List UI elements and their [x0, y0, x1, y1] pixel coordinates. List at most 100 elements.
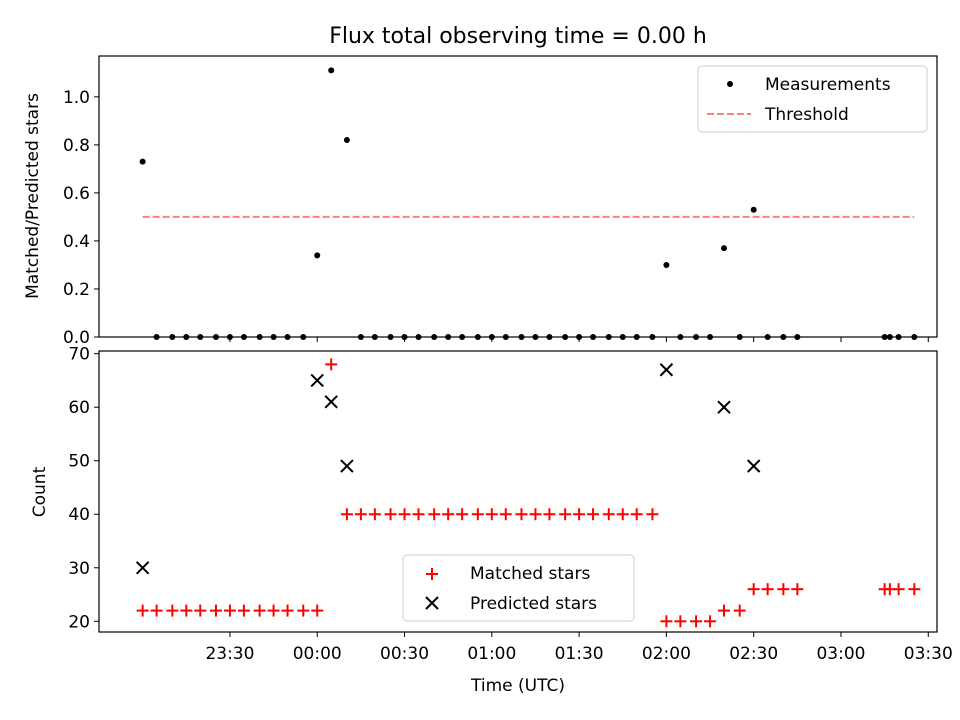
- measurement-point: [750, 206, 757, 213]
- bottom-legend: Matched stars Predicted stars: [402, 554, 635, 622]
- bottom-y-tick-label: 50: [68, 452, 90, 472]
- bottom-x-tick-label: 01:00: [467, 644, 516, 664]
- matched-star-point: [428, 508, 441, 521]
- bottom-x-tick-label: 03:00: [816, 644, 865, 664]
- matched-star-point: [384, 508, 397, 521]
- bottom-x-tick-label: 01:30: [555, 644, 604, 664]
- measurement-point: [663, 261, 670, 268]
- measurement-point: [314, 252, 321, 259]
- matched-star-point: [311, 604, 324, 617]
- bottom-x-tick-label: 00:00: [293, 644, 342, 664]
- bottom-plot-area: 20 30 40 50 60 70 23:30 00:00 00:30 01:00 01:30 02:…: [68, 345, 952, 664]
- matched-star-point: [180, 604, 193, 617]
- matched-star-point: [456, 508, 469, 521]
- matched-star-point: [529, 508, 542, 521]
- matched-star-point: [150, 604, 163, 617]
- matched-star-point: [515, 508, 528, 521]
- top-y-tick-label: 0.2: [63, 280, 90, 300]
- bottom-x-tick-label: 02:00: [642, 644, 691, 664]
- matched-star-point: [690, 615, 703, 628]
- matched-star-point: [325, 358, 338, 371]
- bottom-y-tick-label: 60: [68, 398, 90, 418]
- predicted-star-point: [310, 373, 324, 388]
- matched-star-point: [237, 604, 250, 617]
- legend-threshold-label: Threshold: [764, 105, 849, 125]
- matched-star-point: [573, 508, 586, 521]
- matched-star-point: [368, 508, 381, 521]
- matched-star-point: [136, 604, 149, 617]
- matched-star-point: [908, 583, 921, 596]
- matched-star-point: [761, 583, 774, 596]
- bottom-y-tick-label: 40: [68, 505, 90, 525]
- predicted-star-point: [340, 459, 354, 473]
- bottom-x-tick-label: 03:30: [904, 644, 953, 664]
- bottom-x-tick-label: 02:30: [729, 644, 778, 664]
- matched-star-point: [777, 583, 790, 596]
- matched-star-point: [223, 604, 236, 617]
- bottom-x-tick-label: 23:30: [205, 644, 254, 664]
- matched-star-point: [733, 604, 746, 617]
- matched-star-point: [485, 508, 498, 521]
- legend-measurements-marker: [727, 81, 733, 87]
- matched-star-point: [209, 604, 222, 617]
- matched-star-point: [674, 615, 687, 628]
- matched-star-point: [398, 508, 411, 521]
- matched-star-point: [587, 508, 600, 521]
- matched-star-point: [660, 615, 673, 628]
- legend-matched-label: Matched stars: [470, 564, 590, 584]
- bottom-y-axis-label: Count: [30, 466, 50, 517]
- bottom-y-tick-label: 30: [68, 559, 90, 579]
- matched-star-point: [646, 508, 659, 521]
- matched-star-point: [297, 604, 310, 617]
- measurement-point: [139, 158, 146, 165]
- matched-star-point: [747, 583, 760, 596]
- bottom-panel: Count Time (UTC) 20 30 40 50 60 70 23:30 00:00 0…: [30, 345, 953, 696]
- measurement-point: [721, 245, 728, 252]
- bottom-y-tick-label: 20: [68, 612, 90, 632]
- bottom-legend-box: [402, 554, 635, 622]
- measurement-point: [328, 67, 335, 74]
- bottom-plot-frame: [98, 350, 938, 633]
- legend-measurements-label: Measurements: [765, 75, 891, 95]
- matched-star-point: [281, 604, 294, 617]
- top-panel: Flux total observing time = 0.00 h Match…: [23, 24, 938, 348]
- predicted-star-point: [324, 395, 338, 409]
- matched-star-point: [892, 583, 905, 596]
- top-y-tick-label: 0.4: [63, 232, 90, 252]
- matched-star-point: [194, 604, 207, 617]
- matched-star-point: [616, 508, 629, 521]
- predicted-star-point: [135, 561, 150, 575]
- matched-star-point: [340, 508, 353, 521]
- predicted-star-point: [717, 400, 731, 414]
- top-plot-area: 0.0 0.2 0.4 0.6 0.8 1.0: [63, 67, 929, 348]
- top-chart-title: Flux total observing time = 0.00 h: [329, 24, 707, 49]
- predicted-star-point: [746, 459, 761, 473]
- matched-star-point: [559, 508, 572, 521]
- matched-star-point: [354, 508, 367, 521]
- top-plot-frame: [98, 55, 938, 338]
- matched-star-point: [543, 508, 556, 521]
- top-y-tick-label: 1.0: [63, 88, 90, 108]
- matched-star-point: [499, 508, 512, 521]
- matched-star-point: [267, 604, 280, 617]
- legend-predicted-marker: [425, 596, 439, 610]
- matched-star-point: [412, 508, 425, 521]
- top-legend: Measurements Threshold: [697, 65, 928, 133]
- matched-star-point: [704, 615, 717, 628]
- matched-star-point: [791, 583, 804, 596]
- bottom-x-tick-label: 00:30: [380, 644, 429, 664]
- top-y-tick-label: 0.6: [63, 184, 90, 204]
- top-legend-box: [697, 65, 928, 133]
- legend-predicted-label: Predicted stars: [470, 594, 597, 614]
- legend-matched-marker: [426, 568, 438, 580]
- matched-star-point: [602, 508, 615, 521]
- predicted-star-point: [659, 363, 674, 377]
- bottom-y-tick-label: 70: [68, 345, 90, 365]
- top-y-tick-label: 0.8: [63, 136, 90, 156]
- matched-star-point: [471, 508, 484, 521]
- matched-star-point: [253, 604, 266, 617]
- matched-star-point: [718, 604, 731, 617]
- matched-star-point: [166, 604, 179, 617]
- matched-star-point: [630, 508, 643, 521]
